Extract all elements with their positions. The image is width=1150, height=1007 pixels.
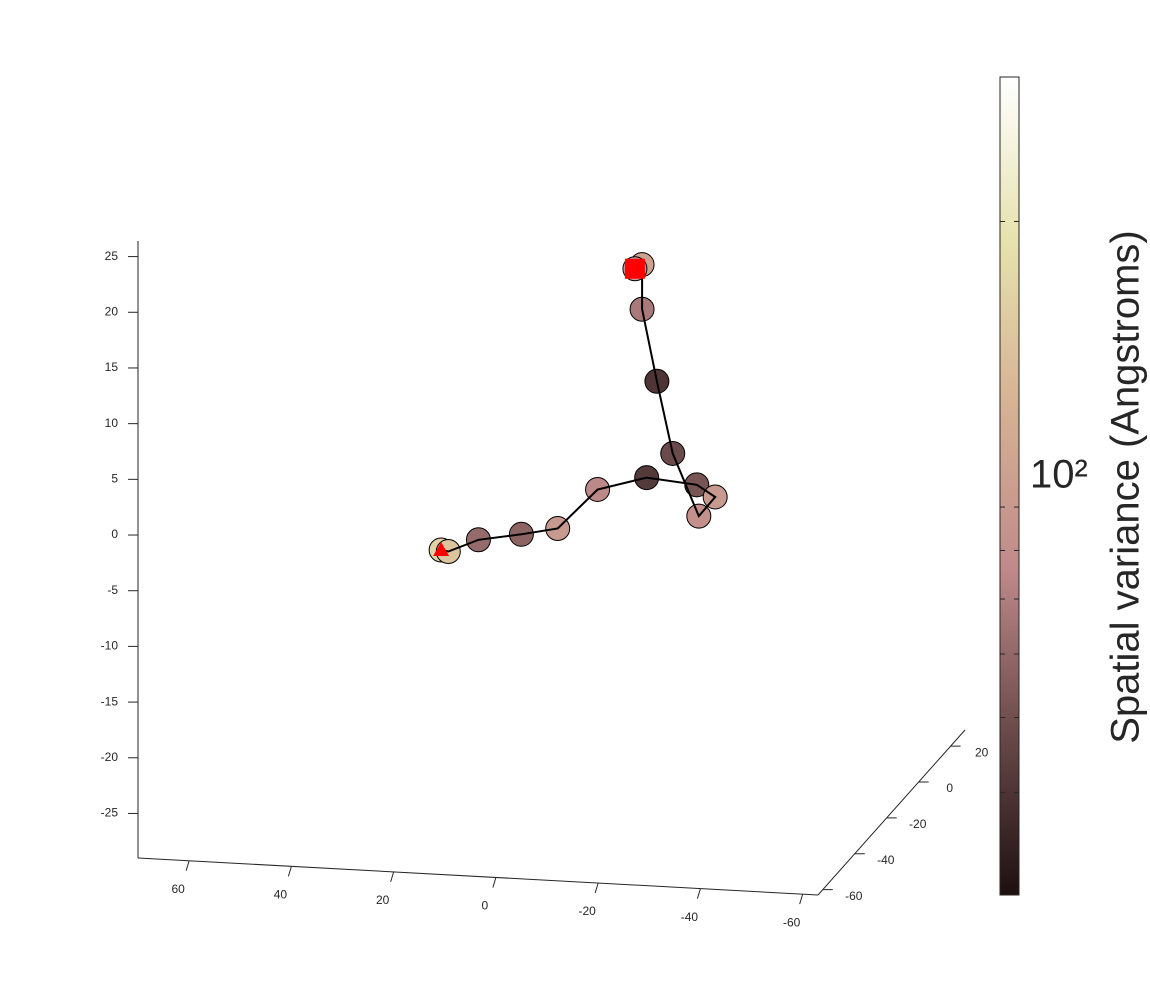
y-tick-label: 0 <box>946 781 953 795</box>
x-tick <box>696 888 701 899</box>
trajectory-line <box>440 263 717 553</box>
start-marker <box>433 541 450 556</box>
z-tick-label: -20 <box>101 750 119 764</box>
z-tick-label: 5 <box>111 472 118 486</box>
x-tick <box>492 877 497 888</box>
y-axis-line <box>817 729 966 896</box>
x-tick-label: 20 <box>376 893 390 907</box>
colorbar-label: Spatial variance (Angstroms) <box>1104 230 1148 744</box>
y-tick-label: -60 <box>845 889 863 903</box>
x-tick-label: 60 <box>171 882 185 896</box>
y-tick-label: 20 <box>975 745 989 759</box>
x-tick-label: -60 <box>783 915 801 929</box>
x-tick <box>594 882 599 894</box>
z-tick-label: -25 <box>101 806 119 820</box>
x-tick <box>185 860 190 871</box>
x-tick-label: 40 <box>274 888 288 902</box>
x-tick <box>390 871 395 883</box>
z-tick-label: -15 <box>101 694 119 708</box>
z-tick-label: -5 <box>107 583 118 597</box>
x-tick <box>287 866 292 877</box>
z-tick-label: -10 <box>101 639 119 653</box>
z-tick-label: 25 <box>105 249 119 263</box>
x-tick-label: 0 <box>482 899 489 913</box>
y-tick-label: -40 <box>877 853 895 867</box>
z-tick-label: 10 <box>105 416 119 430</box>
x-tick-label: -20 <box>578 904 596 918</box>
colorbar <box>999 76 1020 896</box>
z-tick-label: 20 <box>105 304 119 318</box>
colorbar-tick-label: 10² <box>1030 453 1088 497</box>
x-tick-label: -40 <box>681 910 699 924</box>
end-marker <box>624 258 645 279</box>
x-axis-line <box>137 857 819 896</box>
z-tick-label: 15 <box>105 360 119 374</box>
y-tick-label: -20 <box>909 817 927 831</box>
z-tick-label: 0 <box>111 527 118 541</box>
x-tick <box>799 894 804 905</box>
